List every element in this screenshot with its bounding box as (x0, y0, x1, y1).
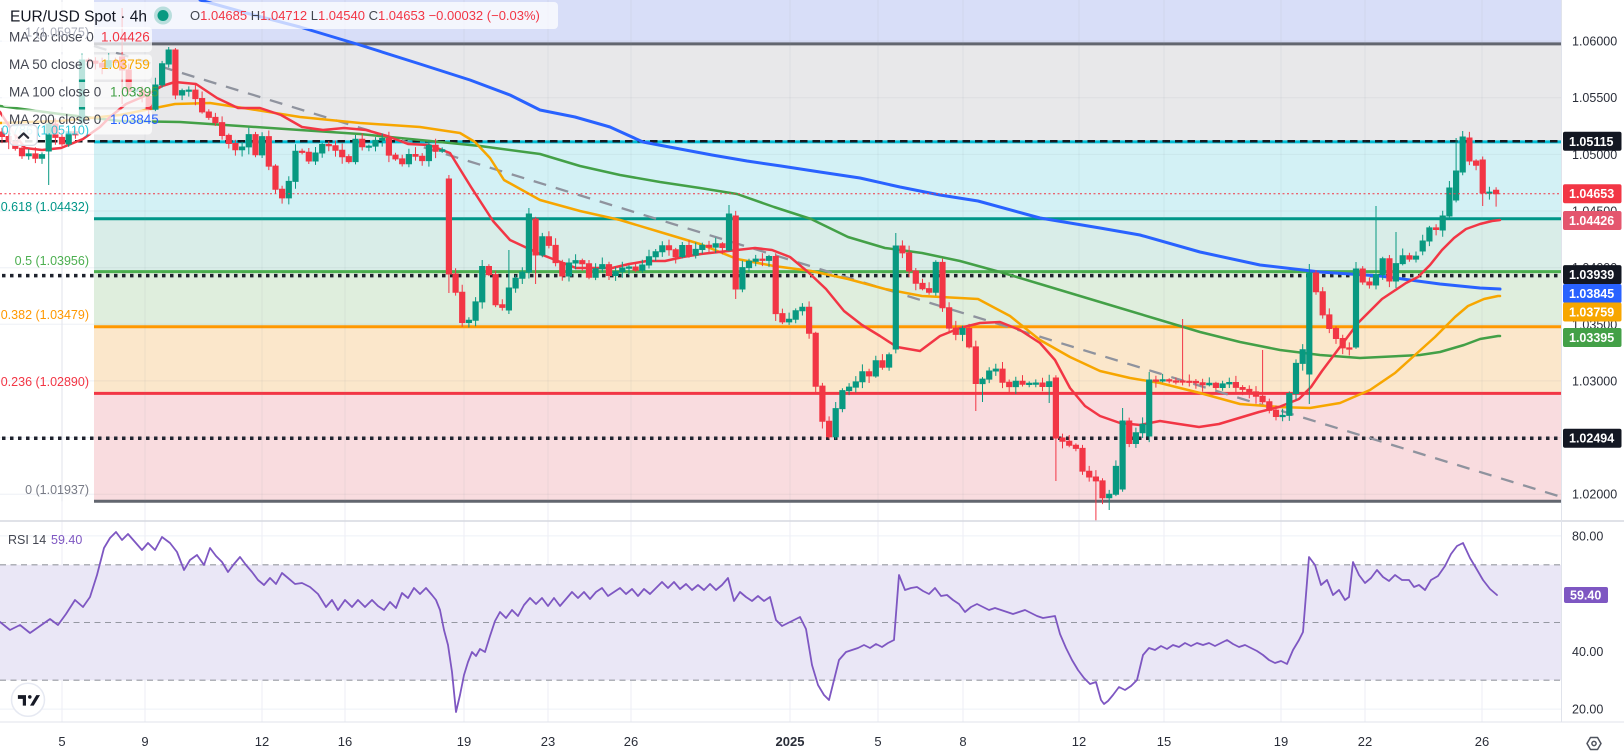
svg-text:19: 19 (457, 734, 471, 749)
svg-text:1.03395: 1.03395 (1569, 331, 1614, 345)
svg-text:9: 9 (141, 734, 148, 749)
svg-text:RSI 14: RSI 14 (8, 533, 46, 547)
svg-text:1.05115: 1.05115 (1569, 135, 1614, 149)
svg-text:0.382 (1.03479): 0.382 (1.03479) (1, 308, 89, 322)
svg-text:16: 16 (338, 734, 352, 749)
svg-text:59.40: 59.40 (1570, 589, 1601, 603)
svg-text:1.04653: 1.04653 (1569, 187, 1614, 201)
svg-text:5: 5 (58, 734, 65, 749)
svg-text:1.03759: 1.03759 (101, 57, 150, 72)
svg-text:0.5 (1.03956): 0.5 (1.03956) (15, 254, 89, 268)
svg-text:1.03845: 1.03845 (110, 112, 159, 127)
svg-text:12: 12 (255, 734, 269, 749)
svg-text:0.236 (1.02890): 0.236 (1.02890) (1, 375, 89, 389)
svg-text:MA 200 close 0: MA 200 close 0 (9, 112, 101, 127)
svg-text:59.40: 59.40 (51, 533, 82, 547)
svg-text:1.03000: 1.03000 (1572, 374, 1617, 388)
svg-text:26: 26 (624, 734, 638, 749)
svg-text:MA 100 close 0: MA 100 close 0 (9, 85, 101, 100)
svg-text:1.03759: 1.03759 (1569, 306, 1614, 320)
svg-text:0.618 (1.04432): 0.618 (1.04432) (1, 200, 89, 214)
svg-text:2025: 2025 (776, 734, 805, 749)
svg-text:26: 26 (1475, 734, 1489, 749)
svg-text:19: 19 (1274, 734, 1288, 749)
svg-text:1.03939: 1.03939 (1569, 268, 1614, 282)
svg-text:40.00: 40.00 (1572, 645, 1603, 659)
svg-text:1.03395: 1.03395 (110, 85, 159, 100)
svg-text:8: 8 (959, 734, 966, 749)
svg-text:1.06000: 1.06000 (1572, 35, 1617, 49)
svg-text:1.02494: 1.02494 (1569, 432, 1614, 446)
svg-text:1.05500: 1.05500 (1572, 91, 1617, 105)
svg-text:EUR/USD Spot · 4h: EUR/USD Spot · 4h (10, 9, 147, 26)
svg-text:20.00: 20.00 (1572, 703, 1603, 717)
svg-text:1.04426: 1.04426 (101, 30, 150, 45)
svg-text:5: 5 (874, 734, 881, 749)
svg-text:O1.04685 H1.04712 L1.04540 C1.: O1.04685 H1.04712 L1.04540 C1.04653 −0.0… (190, 8, 540, 23)
svg-text:1.05000: 1.05000 (1572, 148, 1617, 162)
svg-text:80.00: 80.00 (1572, 529, 1603, 543)
svg-text:MA 20 close 0: MA 20 close 0 (9, 30, 94, 45)
svg-text:22: 22 (1358, 734, 1372, 749)
svg-text:1 (1.05975): 1 (1.05975) (25, 25, 89, 39)
svg-text:1.03845: 1.03845 (1569, 287, 1614, 301)
svg-text:0 (1.01937): 0 (1.01937) (25, 483, 89, 497)
svg-text:MA 50 close 0: MA 50 close 0 (9, 57, 94, 72)
svg-text:1.02000: 1.02000 (1572, 488, 1617, 502)
svg-text:15: 15 (1157, 734, 1171, 749)
svg-text:12: 12 (1072, 734, 1086, 749)
svg-text:1.04426: 1.04426 (1569, 214, 1614, 228)
svg-text:23: 23 (541, 734, 555, 749)
